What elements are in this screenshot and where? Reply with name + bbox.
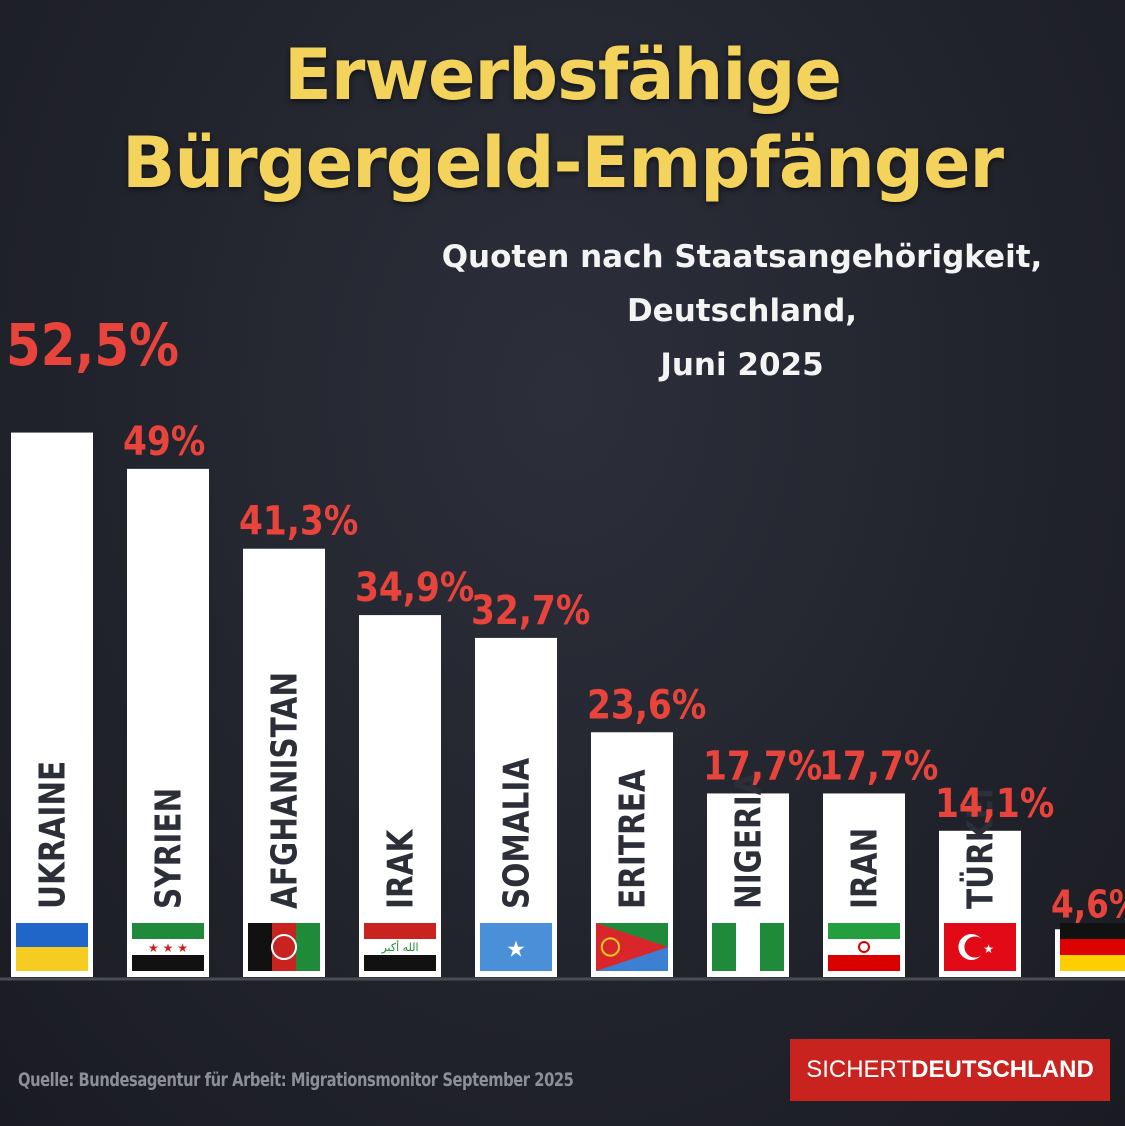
flag-part — [132, 923, 204, 939]
title-line-2: Bürgergeld-Empfänger — [121, 122, 1004, 204]
category-label: SYRIEN — [147, 788, 190, 909]
flag-part — [712, 923, 736, 971]
bar — [127, 468, 209, 977]
subtitle-line-3: Juni 2025 — [660, 347, 824, 383]
flag-triangle — [596, 923, 668, 971]
flag-part — [296, 923, 320, 971]
flag-part — [364, 923, 436, 939]
ukraine-flag — [16, 923, 88, 971]
category-label: NIGERIA — [727, 772, 770, 909]
bar-group: AFGHANISTAN 41,3% — [239, 497, 358, 977]
flag-part — [272, 923, 296, 971]
bar — [243, 548, 325, 977]
bar-group: IRAN 17,7% — [819, 742, 938, 977]
iraq-flag: الله أكبر — [364, 923, 436, 971]
iran-flag — [828, 923, 900, 971]
subtitle-line-2: Deutschland, — [626, 293, 858, 329]
title-line-1: Erwerbsfähige — [284, 34, 842, 116]
flag-part — [132, 955, 204, 971]
flag-part — [736, 923, 760, 971]
flag-part — [1060, 923, 1125, 939]
flag-part — [248, 923, 272, 971]
value-label: 49% — [123, 417, 205, 464]
flag-part — [132, 939, 204, 955]
category-label: IRAN — [843, 828, 886, 909]
value-label: 23,6% — [587, 681, 706, 728]
category-label: ERITREA — [611, 769, 654, 909]
flag-part — [828, 939, 900, 955]
brand-logo: SICHERT DEUTSCHLAND — [790, 1039, 1110, 1101]
bar — [475, 637, 557, 977]
flag-part — [16, 923, 88, 947]
bar — [359, 615, 441, 977]
flag-glyph: ★ ★ ★ — [148, 941, 188, 955]
value-label: 17,7% — [703, 742, 822, 789]
eritrea-flag — [596, 923, 668, 971]
flag-glyph: الله أكبر — [380, 940, 418, 954]
value-label: 52,5% — [6, 311, 179, 379]
bar — [11, 432, 93, 977]
flag-glyph: ★ — [983, 942, 994, 956]
afghanistan-flag — [248, 923, 320, 971]
turkey-flag: ★ — [944, 923, 1016, 971]
flag-emblem — [271, 934, 297, 960]
brand-part-1: SICHERT — [806, 1056, 912, 1083]
germany-flag — [1060, 923, 1125, 971]
category-label: IRAK — [379, 828, 422, 909]
flag-part — [760, 923, 784, 971]
brand-part-2: DEUTSCHLAND — [911, 1056, 1094, 1083]
flag-glyph: ★ — [506, 938, 526, 963]
bar-group: 4,6% — [1051, 883, 1125, 977]
source-note: Quelle: Bundesagentur für Arbeit: Migrat… — [18, 1069, 574, 1091]
flag-part — [1060, 955, 1125, 971]
category-label: TÜRKEI — [958, 788, 1002, 909]
flag-emblem — [858, 941, 870, 953]
value-label: 4,6% — [1051, 883, 1125, 927]
flag-part — [16, 947, 88, 971]
category-label: AFGHANISTAN — [263, 672, 306, 909]
flag-part — [480, 923, 552, 971]
flag-emblem — [600, 937, 621, 957]
category-label: UKRAINE — [31, 761, 74, 909]
category-label: SOMALIA — [495, 757, 538, 909]
flag-part — [1060, 939, 1125, 955]
syria-flag: ★ ★ ★ — [132, 923, 204, 971]
bar-group: ★ SOMALIA 32,7% — [471, 586, 590, 977]
flag-part — [364, 955, 436, 971]
value-label: 14,1% — [935, 779, 1054, 826]
bar-group: UKRAINE 52,5% — [6, 311, 179, 977]
bar-group: ★ ★ ★ SYRIEN 49% — [123, 417, 209, 977]
flag-part — [828, 955, 900, 971]
value-label: 41,3% — [239, 497, 358, 544]
flag-crescent-inner — [964, 936, 986, 958]
flag-part — [828, 923, 900, 939]
value-label: 32,7% — [471, 586, 590, 633]
flag-part — [364, 939, 436, 955]
somalia-flag: ★ — [480, 923, 552, 971]
value-label: 34,9% — [355, 564, 474, 611]
value-label: 17,7% — [819, 742, 938, 789]
nigeria-flag — [712, 923, 784, 971]
bar-group: الله أكبر IRAK 34,9% — [355, 564, 474, 977]
subtitle-line-1: Quoten nach Staatsangehörigkeit, — [441, 239, 1043, 275]
bar-group: ERITREA 23,6% — [587, 681, 706, 977]
